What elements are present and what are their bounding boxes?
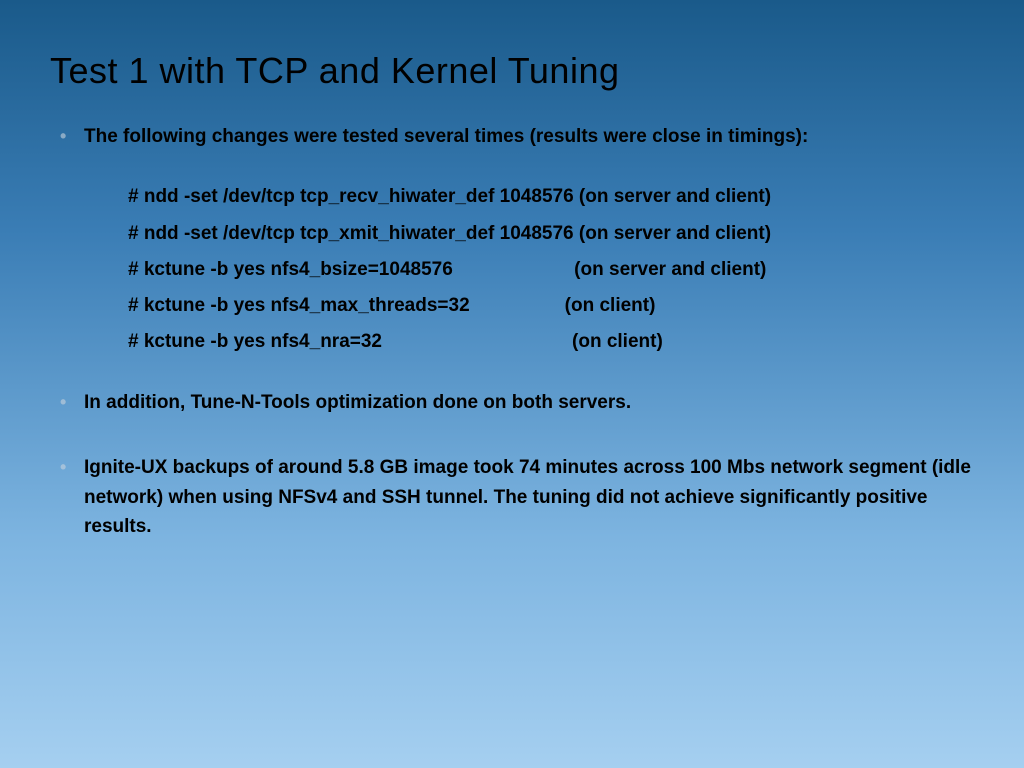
command-line: # kctune -b yes nfs4_nra=32 (on client): [128, 324, 974, 360]
bullet-text: Ignite-UX backups of around 5.8 GB image…: [84, 457, 971, 537]
bullet-item-result: Ignite-UX backups of around 5.8 GB image…: [60, 453, 974, 541]
command-line: # kctune -b yes nfs4_max_threads=32 (on …: [128, 288, 974, 324]
bullet-item-addition: In addition, Tune-N-Tools optimization d…: [60, 388, 974, 417]
bullet-list: The following changes were tested severa…: [50, 122, 974, 417]
bullet-text: In addition, Tune-N-Tools optimization d…: [84, 392, 631, 413]
bullet-item-intro: The following changes were tested severa…: [60, 122, 974, 360]
slide-title: Test 1 with TCP and Kernel Tuning: [50, 50, 974, 92]
command-line: # ndd -set /dev/tcp tcp_recv_hiwater_def…: [128, 179, 974, 215]
bullet-text: The following changes were tested severa…: [84, 126, 808, 147]
command-block: # ndd -set /dev/tcp tcp_recv_hiwater_def…: [84, 179, 974, 359]
slide: Test 1 with TCP and Kernel Tuning The fo…: [0, 0, 1024, 768]
bullet-list-2: Ignite-UX backups of around 5.8 GB image…: [50, 453, 974, 541]
command-line: # kctune -b yes nfs4_bsize=1048576 (on s…: [128, 252, 974, 288]
command-line: # ndd -set /dev/tcp tcp_xmit_hiwater_def…: [128, 216, 974, 252]
spacer: [50, 425, 974, 453]
